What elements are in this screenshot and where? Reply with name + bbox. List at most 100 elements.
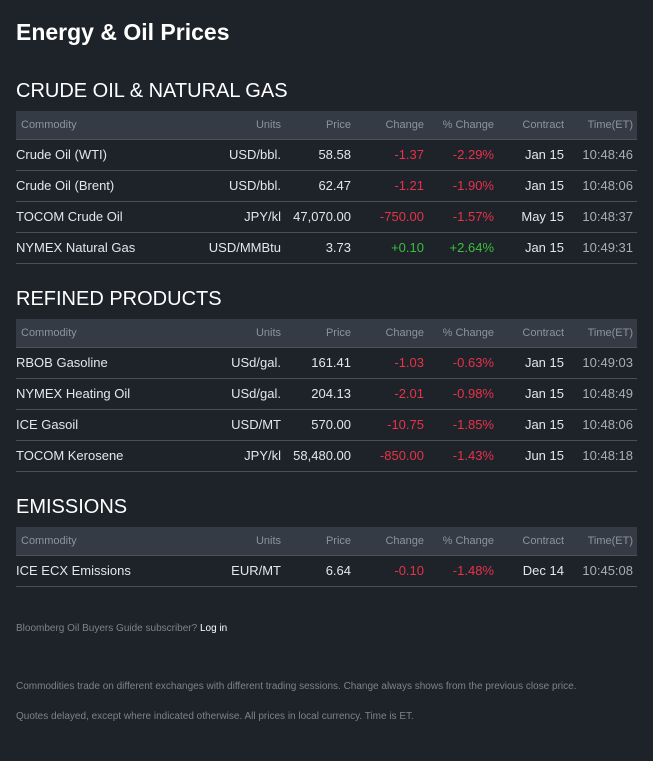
table-row: ICE ECX Emissions EUR/MT 6.64 -0.10 -1.48% De…	[16, 555, 637, 586]
cell-units: USd/gal.	[231, 355, 281, 370]
cell-time: 10:48:18	[582, 448, 633, 463]
price-table: Commodity Units Price Change % Change Contrac…	[16, 111, 637, 264]
table-row: RBOB Gasoline USd/gal. 161.41 -1.03 -0.63% Ja…	[16, 347, 637, 378]
cell-time: 10:48:06	[582, 178, 633, 193]
column-header: Change	[385, 118, 424, 131]
cell-time: 10:49:03	[582, 355, 633, 370]
column-header: % Change	[442, 118, 494, 131]
cell-price: 3.73	[325, 240, 351, 255]
table-header-row: Commodity Units Price Change % Change Contrac…	[16, 319, 637, 347]
cell-contract: Dec 14	[522, 563, 564, 578]
table-row: NYMEX Heating Oil USd/gal. 204.13 -2.01 -0.9…	[16, 378, 637, 409]
column-header: Time(ET)	[587, 534, 633, 547]
column-header: Contract	[522, 534, 564, 547]
cell-contract: Jan 15	[524, 386, 564, 401]
cell-pct: -1.48%	[452, 563, 494, 578]
column-header: Time(ET)	[587, 326, 633, 339]
column-header: Price	[325, 118, 351, 131]
cell-commodity: NYMEX Heating Oil	[16, 386, 131, 401]
cell-contract: Jan 15	[524, 240, 564, 255]
cell-contract: Jan 15	[524, 355, 564, 370]
cell-contract: May 15	[521, 209, 564, 224]
cell-units: JPY/kl	[244, 209, 281, 224]
cell-time: 10:45:08	[582, 563, 633, 578]
cell-change: -750.00	[379, 209, 424, 224]
login-link[interactable]: Log in	[199, 623, 228, 634]
cell-units: JPY/kl	[244, 448, 281, 463]
cell-units: USd/gal.	[231, 386, 281, 401]
cell-commodity: ICE Gasoil	[16, 417, 79, 432]
column-header: Commodity	[21, 326, 77, 339]
table-row: TOCOM Crude Oil JPY/kl 47,070.00 -750.00 -1.…	[16, 201, 637, 232]
cell-commodity: Crude Oil (Brent)	[16, 178, 115, 193]
cell-change: +0.10	[391, 240, 424, 255]
cell-change: -1.21	[394, 178, 424, 193]
price-table: Commodity Units Price Change % Change Contrac…	[16, 527, 637, 587]
column-header: Units	[255, 118, 281, 131]
cell-commodity: RBOB Gasoline	[16, 355, 108, 370]
section-title: CRUDE OIL & NATURAL GAS	[16, 80, 288, 102]
cell-time: 10:48:49	[582, 386, 633, 401]
cell-change: -850.00	[379, 448, 424, 463]
column-header: Price	[325, 534, 351, 547]
column-header: Change	[385, 326, 424, 339]
cell-price: 204.13	[311, 386, 351, 401]
column-header: % Change	[442, 326, 494, 339]
cell-units: EUR/MT	[231, 563, 281, 578]
column-header: Change	[385, 534, 424, 547]
table-row: TOCOM Kerosene JPY/kl 58,480.00 -850.00 -1.4…	[16, 440, 637, 471]
cell-commodity: TOCOM Kerosene	[16, 448, 124, 463]
cell-pct: +2.64%	[449, 240, 494, 255]
section-title: REFINED PRODUCTS	[16, 288, 222, 310]
column-header: Time(ET)	[587, 118, 633, 131]
cell-change: -1.03	[394, 355, 424, 370]
section-2: EMISSIONS Commodity Units Price Change % Chan…	[16, 494, 637, 587]
cell-units: USD/bbl.	[228, 147, 281, 162]
cell-pct: -1.90%	[452, 178, 494, 193]
table-row: NYMEX Natural Gas USD/MMBtu 3.73 +0.10 +2.64…	[16, 232, 637, 263]
column-header: Contract	[522, 326, 564, 339]
cell-price: 161.41	[311, 355, 351, 370]
cell-price: 47,070.00	[293, 209, 351, 224]
cell-price: 570.00	[311, 417, 351, 432]
table-header-row: Commodity Units Price Change % Change Contrac…	[16, 111, 637, 139]
cell-commodity: NYMEX Natural Gas	[16, 240, 136, 255]
column-header: Contract	[522, 118, 564, 131]
table-row: Crude Oil (WTI) USD/bbl. 58.58 -1.37 -2.29% J…	[16, 139, 637, 170]
column-header: Commodity	[21, 534, 77, 547]
cell-price: 62.47	[318, 178, 351, 193]
cell-pct: -2.29%	[452, 147, 494, 162]
cell-pct: -1.43%	[452, 448, 494, 463]
cell-units: USD/MMBtu	[208, 240, 281, 255]
cell-pct: -1.85%	[452, 417, 494, 432]
column-header: Units	[255, 326, 281, 339]
cell-time: 10:48:37	[582, 209, 633, 224]
login-prompt: Bloomberg Oil Buyers Guide subscriber? L…	[16, 623, 227, 634]
cell-units: USD/bbl.	[228, 178, 281, 193]
subscriber-text: Bloomberg Oil Buyers Guide subscriber?	[16, 623, 198, 634]
cell-contract: Jan 15	[524, 417, 564, 432]
section-title: EMISSIONS	[16, 496, 128, 518]
cell-change: -1.37	[394, 147, 424, 162]
cell-contract: Jan 15	[524, 178, 564, 193]
cell-contract: Jan 15	[524, 147, 564, 162]
table-row: ICE Gasoil USD/MT 570.00 -10.75 -1.85% Jan 15…	[16, 409, 637, 440]
cell-units: USD/MT	[231, 417, 281, 432]
cell-commodity: ICE ECX Emissions	[16, 563, 131, 578]
cell-change: -10.75	[387, 417, 424, 432]
cell-price: 58,480.00	[293, 448, 351, 463]
cell-commodity: TOCOM Crude Oil	[16, 209, 123, 224]
cell-time: 10:49:31	[582, 240, 633, 255]
cell-time: 10:48:06	[582, 417, 633, 432]
footer-note-delayed: Quotes delayed, except where indicated o…	[16, 711, 414, 722]
cell-time: 10:48:46	[582, 147, 633, 162]
cell-pct: -0.63%	[452, 355, 494, 370]
section-1: REFINED PRODUCTS Commodity Units Price Chang…	[16, 286, 637, 472]
column-header: Units	[255, 534, 281, 547]
column-header: % Change	[442, 534, 494, 547]
cell-price: 6.64	[325, 563, 351, 578]
table-row: Crude Oil (Brent) USD/bbl. 62.47 -1.21 -1.90…	[16, 170, 637, 201]
footer-note-sessions: Commodities trade on different exchanges…	[16, 681, 577, 692]
page-title: Energy & Oil Prices	[16, 19, 230, 45]
price-table: Commodity Units Price Change % Change Contrac…	[16, 319, 637, 472]
